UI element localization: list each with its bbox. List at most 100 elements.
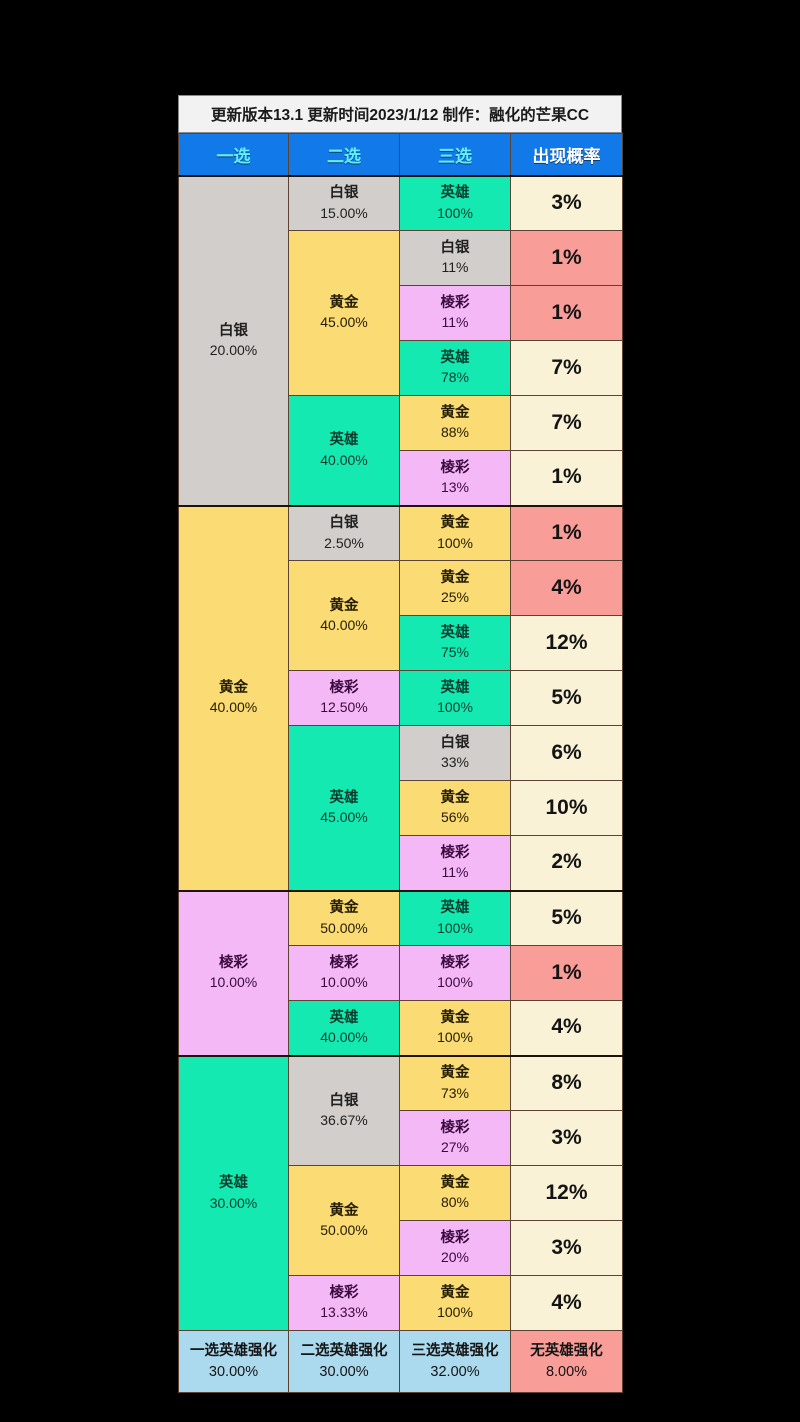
tier-percent: 50.00% — [320, 1221, 368, 1238]
tier-name: 黄金 — [329, 900, 359, 917]
cell-p1: 白银 20.00% — [178, 174, 289, 506]
footer-percent: 8.00% — [545, 1364, 588, 1380]
cell-p2: 英雄 40.00% — [288, 1000, 400, 1056]
table-title-text: 更新版本13.1 更新时间2023/1/12 制作：融化的芒果CC — [210, 107, 590, 124]
tier-name: 黄金 — [440, 1065, 470, 1082]
cell-probability: 7% — [510, 395, 623, 451]
tier-name: 棱彩 — [329, 680, 359, 697]
cell-probability: 3% — [510, 1110, 623, 1166]
cell-probability: 4% — [510, 1000, 623, 1056]
probability-table-container: 更新版本13.1 更新时间2023/1/12 制作：融化的芒果CC 一选 二选 … — [178, 95, 623, 1393]
column-header-probability: 出现概率 — [510, 133, 623, 176]
cell-p3: 英雄 75% — [399, 615, 511, 671]
cell-p3: 白银 33% — [399, 725, 511, 781]
probability-value: 1% — [551, 245, 582, 269]
probability-value: 1% — [551, 520, 582, 544]
tier-percent: 36.67% — [320, 1112, 368, 1129]
tier-percent: 10.00% — [209, 974, 258, 991]
cell-p3: 黄金 56% — [399, 780, 511, 836]
tier-percent: 40.00% — [209, 699, 258, 716]
cell-p3: 棱彩 11% — [399, 285, 511, 341]
tier-percent: 33% — [440, 754, 470, 771]
tier-percent: 12.50% — [320, 699, 368, 716]
cell-p2: 棱彩 12.50% — [288, 670, 400, 726]
column-header-pick3: 三选 — [399, 133, 511, 176]
tier-name: 黄金 — [440, 1009, 470, 1026]
tier-name: 黄金 — [219, 680, 248, 697]
probability-value: 7% — [551, 410, 582, 434]
cell-p3: 棱彩 13% — [399, 450, 511, 506]
cell-p2: 黄金 40.00% — [288, 560, 400, 671]
tier-percent: 20.00% — [209, 341, 258, 358]
table-row: 英雄 40.00% 黄金 100% 4% — [179, 1000, 623, 1056]
cell-probability: 12% — [510, 1165, 623, 1221]
tier-name: 棱彩 — [219, 955, 248, 972]
tier-percent: 100% — [437, 204, 473, 221]
tier-percent: 40.00% — [320, 451, 368, 468]
footer-row: 一选英雄强化 30.00% 二选英雄强化 30.00% 三选英雄强化 32.00% 无英雄强… — [178, 1330, 623, 1393]
tier-name: 棱彩 — [440, 955, 470, 972]
cell-p3: 英雄 100% — [399, 174, 511, 231]
cell-probability: 10% — [510, 780, 623, 836]
cell-probability: 1% — [510, 504, 623, 561]
cell-probability: 1% — [510, 945, 623, 1001]
footer-percent: 30.00% — [319, 1364, 369, 1380]
tier-name: 英雄 — [440, 350, 470, 367]
tier-percent: 25% — [440, 589, 470, 606]
tier-name: 棱彩 — [329, 1285, 359, 1302]
tier-percent: 11% — [441, 259, 469, 276]
cell-p2: 白银 15.00% — [288, 174, 400, 231]
footer-cell-1: 一选英雄强化 30.00% — [178, 1330, 289, 1393]
table-row: 棱彩 10.00% 黄金 50.00% 英雄 100% 5% — [178, 889, 623, 1056]
cell-probability: 12% — [510, 615, 623, 671]
tier-percent: 20% — [440, 1249, 470, 1266]
cell-p3: 英雄 78% — [399, 340, 511, 396]
tier-name: 棱彩 — [440, 1120, 470, 1137]
probability-value: 4% — [551, 1290, 582, 1314]
tier-percent: 75% — [440, 644, 470, 661]
table-row: 白银 20.00% 白银 15.00% 英雄 100% 3% — [178, 174, 623, 506]
tier-percent: 73% — [440, 1084, 470, 1101]
cell-p3: 黄金 80% — [399, 1165, 511, 1221]
table-row: 黄金 56% 10% — [179, 780, 623, 836]
tier-percent: 10.00% — [320, 974, 368, 991]
cell-p3: 英雄 100% — [399, 889, 511, 946]
table-row: 棱彩 13.33% 黄金 100% 4% — [179, 1275, 623, 1331]
tier-percent: 56% — [440, 809, 470, 826]
table-header-row: 一选 二选 三选 出现概率 — [178, 133, 623, 176]
probability-value: 1% — [551, 300, 582, 324]
cell-p2: 黄金 50.00% — [288, 1165, 400, 1276]
cell-probability: 3% — [510, 1220, 623, 1276]
footer-cell-3: 三选英雄强化 32.00% — [399, 1330, 511, 1393]
tier-name: 英雄 — [440, 900, 470, 917]
table-row: 棱彩 20% 3% — [179, 1220, 623, 1276]
probability-value: 5% — [551, 905, 582, 929]
tier-name: 英雄 — [219, 1175, 248, 1192]
cell-p3: 黄金 88% — [399, 395, 511, 451]
tier-name: 英雄 — [329, 789, 359, 806]
cell-p1: 英雄 30.00% — [178, 1054, 289, 1331]
cell-probability: 7% — [510, 340, 623, 396]
cell-p3: 棱彩 100% — [399, 945, 511, 1001]
tier-percent: 15.00% — [320, 204, 368, 221]
cell-probability: 6% — [510, 725, 623, 781]
probability-value: 1% — [551, 960, 582, 984]
tier-percent: 2.50% — [324, 534, 364, 551]
footer-percent: 32.00% — [430, 1364, 480, 1380]
cell-p3: 黄金 100% — [399, 504, 511, 561]
cell-probability: 3% — [510, 174, 623, 231]
table-row: 棱彩 27% 3% — [179, 1110, 623, 1166]
tier-name: 黄金 — [440, 1175, 470, 1192]
tier-name: 黄金 — [329, 295, 359, 312]
tier-percent: 40.00% — [320, 1029, 368, 1046]
cell-p3: 黄金 100% — [399, 1000, 511, 1056]
tier-name: 白银 — [219, 322, 248, 339]
cell-p3: 黄金 100% — [399, 1275, 511, 1331]
cell-probability: 5% — [510, 670, 623, 726]
tier-name: 黄金 — [440, 405, 470, 422]
augment-probability-table: 一选 二选 三选 出现概率 白银 20.00% 白银 15.00% 英雄 100% 3% 黄金… — [178, 133, 623, 1393]
tier-percent: 100% — [437, 534, 473, 551]
tier-percent: 11% — [441, 864, 469, 881]
probability-value: 4% — [551, 575, 582, 599]
cell-p1: 黄金 40.00% — [178, 504, 289, 891]
